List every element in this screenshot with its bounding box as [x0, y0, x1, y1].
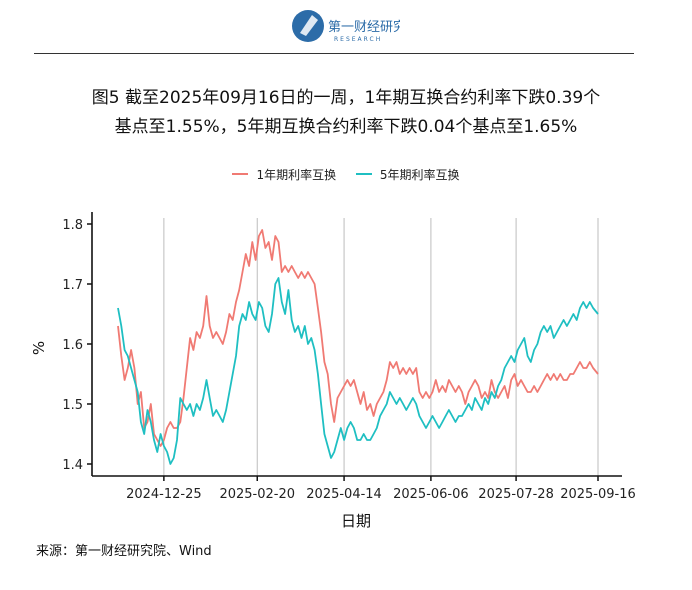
- legend-label-5y: 5年期利率互换: [379, 167, 460, 182]
- source-note: 来源：第一财经研究院、Wind: [36, 544, 212, 559]
- x-tick-label: 2025-02-20: [219, 487, 295, 502]
- chart-gridlines: [163, 218, 599, 476]
- series-line-5y: [117, 277, 599, 465]
- brand-logo: 第一财经研究院 RESEARCH: [292, 10, 400, 43]
- x-tick-label: 2024-12-25: [126, 487, 202, 502]
- header-rule: [34, 53, 634, 54]
- figure-title-line-1: 图5 截至2025年09月16日的一周，1年期互换合约利率下跌0.39个: [91, 88, 601, 108]
- logo-text: 第一财经研究院: [328, 20, 400, 35]
- x-axis-label: 日期: [341, 512, 371, 530]
- chart-axes: 2024-12-25 2025-02-20 2025-04-14 2025-06-06…: [62, 212, 636, 502]
- x-tick-label: 2025-09-16: [560, 487, 636, 502]
- figure-title: 图5 截至2025年09月16日的一周，1年期互换合约利率下跌0.39个 基点至…: [0, 84, 692, 142]
- y-tick-label: 1.6: [62, 338, 83, 353]
- line-chart: 2024-12-25 2025-02-20 2025-04-14 2025-06-06…: [30, 212, 636, 530]
- legend-item-1y: 1年期利率互换: [232, 166, 336, 183]
- y-axis-label: %: [30, 341, 48, 355]
- figure-title-line-2: 基点至1.55%，5年期互换合约利率下跌0.04个基点至1.65%: [114, 117, 578, 137]
- logo-mark-swoosh-icon: [300, 15, 318, 36]
- logo-subtext: RESEARCH: [334, 36, 382, 43]
- y-tick-label: 1.5: [62, 398, 83, 413]
- legend-item-5y: 5年期利率互换: [355, 166, 460, 183]
- x-tick-label: 2025-07-28: [478, 487, 554, 502]
- legend-swatch-5y: [355, 173, 372, 175]
- chart-legend: 1年期利率互换 5年期利率互换: [0, 164, 692, 183]
- x-tick-label: 2025-04-14: [306, 487, 382, 502]
- chart-series-lines: [117, 229, 599, 465]
- y-tick-label: 1.4: [62, 458, 83, 473]
- series-line-1y: [117, 229, 599, 447]
- y-tick-label: 1.8: [62, 218, 83, 233]
- legend-label-1y: 1年期利率互换: [256, 167, 337, 182]
- x-tick-label: 2025-06-06: [393, 487, 469, 502]
- y-tick-label: 1.7: [62, 278, 83, 293]
- legend-swatch-1y: [232, 173, 249, 175]
